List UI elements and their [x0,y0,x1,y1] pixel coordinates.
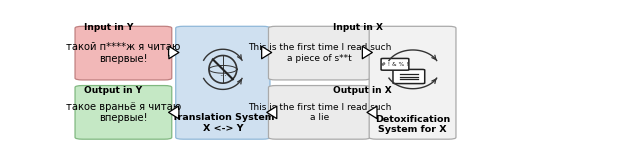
Text: Output in Y: Output in Y [84,86,142,95]
FancyBboxPatch shape [393,69,425,84]
FancyBboxPatch shape [75,86,172,139]
Text: такой п****ж я читаю
впервые!: такой п****ж я читаю впервые! [66,42,180,64]
FancyBboxPatch shape [176,26,270,139]
Text: Input in X: Input in X [333,23,383,32]
FancyBboxPatch shape [75,26,172,80]
Text: Translation System
X <-> Y: Translation System X <-> Y [172,113,274,133]
Text: Output in X: Output in X [333,86,392,95]
FancyBboxPatch shape [369,26,456,139]
Text: Detoxification
System for X: Detoxification System for X [375,115,450,134]
Text: This is the first time I read such
a piece of s**t: This is the first time I read such a pie… [248,43,391,63]
Text: This is the first time I read such
a lie: This is the first time I read such a lie [248,103,391,122]
Text: такое враньё я читаю
впервые!: такое враньё я читаю впервые! [66,102,181,123]
FancyBboxPatch shape [269,86,370,139]
FancyBboxPatch shape [381,58,409,70]
Text: # ! & % !: # ! & % ! [381,62,409,67]
FancyBboxPatch shape [269,26,370,80]
Text: Input in Y: Input in Y [84,23,133,32]
Text: ···: ··· [219,72,227,81]
